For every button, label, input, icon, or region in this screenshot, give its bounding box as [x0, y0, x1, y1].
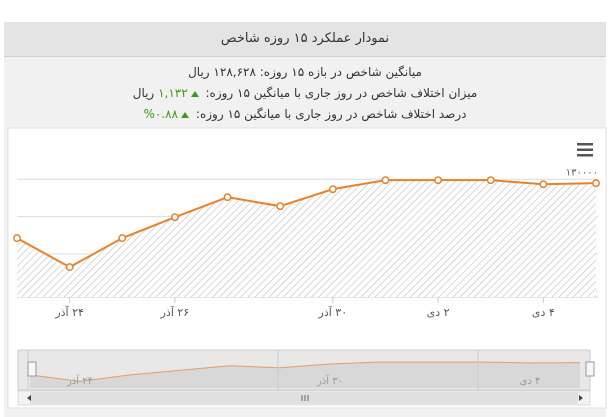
navigator-handle[interactable]: [27, 361, 37, 377]
point: [170, 213, 179, 222]
average-value: ۱۲۸,۶۲۸: [213, 65, 256, 79]
title: نمودار عملکرد ۱۵ روزه شاخص: [220, 31, 390, 46]
line: [16, 179, 597, 269]
point: [539, 180, 548, 189]
x-tick-label: ۲۴ آذر: [54, 305, 84, 319]
point: [118, 234, 127, 243]
x-tick-label: ۲۶ آذر: [160, 305, 190, 319]
point: [486, 176, 495, 185]
x-tick-label: ۲ دی: [427, 306, 450, 319]
scroll-grip: [301, 395, 309, 401]
average-row: میانگین شاخص در بازه ۱۵ روزه: ۱۲۸,۶۲۸ ری…: [4, 63, 606, 81]
diff-unit: ریال: [132, 86, 155, 100]
average-label: میانگین شاخص در بازه ۱۵ روزه:: [259, 65, 422, 79]
navigator-label: ۳۰ آذر: [316, 374, 343, 387]
area: [17, 180, 596, 297]
navigator-area: [30, 361, 580, 388]
point: [328, 185, 337, 194]
point: [223, 193, 232, 202]
navigator-line: [29, 361, 581, 382]
point: [65, 263, 74, 272]
percent-value: ۰.۸۸%: [143, 107, 179, 121]
up-arrow: [181, 111, 190, 118]
diff-value: ۱,۱۳۲: [158, 86, 188, 100]
menu-icon[interactable]: [577, 143, 593, 157]
average-unit: ریال: [188, 65, 210, 79]
point: [434, 176, 443, 185]
diff-row: میزان اختلاف شاخص در روز جاری با میانگین…: [4, 84, 606, 102]
point: [381, 176, 390, 185]
navigator-label: ۲۴ آذر: [66, 374, 93, 387]
diff-label: میزان اختلاف شاخص در روز جاری با میانگین…: [205, 86, 478, 100]
scrollbar-thumb[interactable]: [30, 392, 578, 404]
percent-label: درصد اختلاف شاخص در روز جاری با میانگین …: [195, 107, 467, 121]
point: [13, 234, 21, 243]
x-tick-label: ۳۰ آذر: [318, 305, 348, 319]
navigator-label: ۴ دی: [520, 376, 541, 387]
info: میانگین شاخص در بازه ۱۵ روزه: ۱۲۸,۶۲۸ ری…: [4, 57, 606, 125]
point: [276, 202, 285, 211]
point: [592, 179, 600, 188]
up-arrow: [190, 90, 199, 97]
percent-row: درصد اختلاف شاخص در روز جاری با میانگین …: [4, 105, 606, 123]
header: نمودار عملکرد ۱۵ روزه شاخص: [4, 22, 606, 57]
y-tick-label: ۱۳۰۰۰۰: [566, 167, 598, 178]
navigator-handle[interactable]: [585, 361, 595, 377]
x-tick-label: ۴ دی: [532, 306, 555, 319]
